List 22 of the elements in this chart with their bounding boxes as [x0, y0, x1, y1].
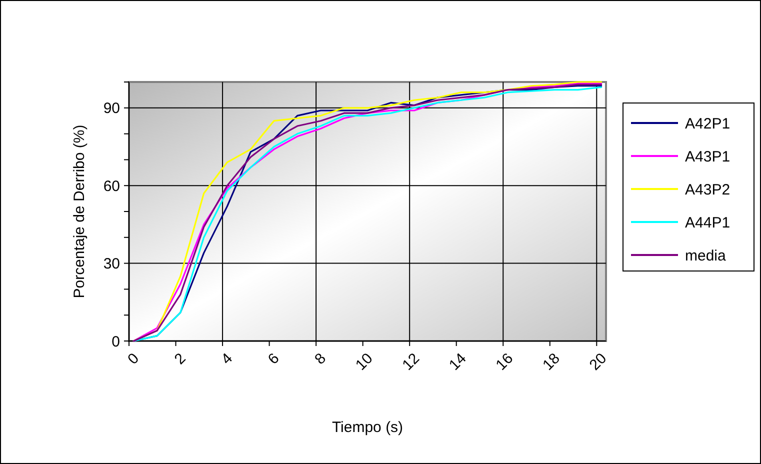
legend-label: A42P1 — [685, 115, 730, 132]
x-tick-label: 0 — [124, 350, 142, 368]
y-tick-label: 90 — [103, 100, 120, 118]
y-tick-label: 30 — [103, 256, 120, 273]
x-tick-label: 2 — [171, 350, 190, 368]
legend-label: A43P1 — [685, 148, 730, 166]
x-tick-label: 12 — [399, 350, 424, 374]
legend-label: media — [685, 247, 727, 264]
x-tick-label: 16 — [492, 350, 517, 374]
x-tick-label: 20 — [586, 350, 610, 374]
x-tick-label: 10 — [352, 350, 376, 374]
x-tick-label: 6 — [264, 350, 283, 368]
y-axis-title: Porcentaje de Derribo (%) — [71, 124, 88, 298]
x-axis-title: Tiempo (s) — [332, 419, 404, 436]
x-tick-label: 14 — [446, 350, 470, 374]
y-tick-label: 0 — [112, 333, 120, 350]
legend-label: A43P2 — [685, 181, 730, 198]
x-tick-label: 4 — [218, 350, 236, 368]
y-tick-label: 60 — [103, 178, 120, 195]
legend-label: A44P1 — [685, 214, 730, 232]
x-tick-label: 8 — [312, 350, 330, 368]
x-tick-label: 18 — [539, 350, 564, 374]
